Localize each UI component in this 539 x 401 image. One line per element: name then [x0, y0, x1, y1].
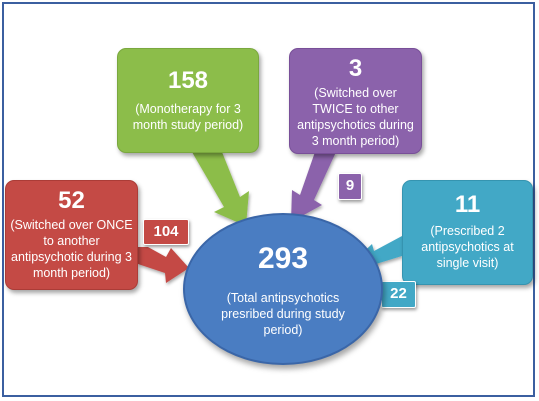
- arrow-switched-once: [138, 247, 189, 283]
- prescribed-two-description: (Prescribed 2 antipsychotics at single v…: [421, 224, 514, 270]
- monotherapy-count: 158: [167, 67, 209, 94]
- switched-once-count: 52: [58, 187, 85, 214]
- monotherapy-box: 158 (Monotherapy for 3 month study perio…: [117, 48, 259, 153]
- switched-once-box: 52 (Switched over ONCE to another antips…: [5, 180, 138, 290]
- arrow-switched-twice: [291, 152, 336, 222]
- total-description: (Total antipsychotics presribed during s…: [221, 291, 345, 337]
- switched-twice-description: (Switched over TWICE to other antipsycho…: [297, 86, 414, 148]
- switched-twice-box: 3 (Switched over TWICE to other antipsyc…: [289, 48, 422, 154]
- arrow-monotherapy: [192, 152, 249, 226]
- switched-once-tag: 104: [143, 219, 189, 245]
- prescribed-two-count: 11: [454, 191, 481, 218]
- total-count: 293: [257, 242, 309, 275]
- monotherapy-description: (Monotherapy for 3 month study period): [132, 102, 244, 132]
- switched-once-description: (Switched over ONCE to another antipsych…: [10, 218, 133, 280]
- prescribed-two-tag: 22: [381, 281, 416, 308]
- switched-twice-tag: 9: [338, 173, 362, 200]
- switched-twice-count: 3: [348, 55, 363, 82]
- prescribed-two-box: 11 (Prescribed 2 antipsychotics at singl…: [402, 180, 533, 285]
- total-circle: 293 (Total antipsychotics presribed duri…: [183, 213, 383, 365]
